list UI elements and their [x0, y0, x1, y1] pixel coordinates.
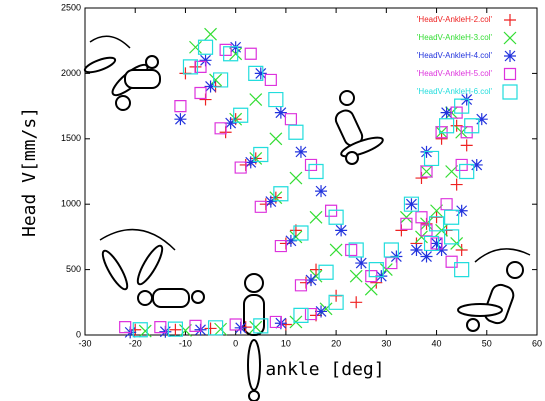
point — [195, 88, 206, 99]
point — [431, 237, 443, 249]
legend-marker — [504, 32, 516, 44]
point — [310, 211, 322, 223]
point — [169, 324, 181, 336]
point — [265, 74, 276, 85]
x-tick-label: 40 — [432, 338, 442, 348]
point — [189, 41, 201, 53]
legend-label: 'HeadV-AnkleH-4.col' — [417, 51, 493, 60]
point — [416, 212, 427, 223]
point — [421, 166, 433, 178]
x-tick-label: 30 — [381, 338, 391, 348]
point — [295, 280, 306, 291]
point — [175, 101, 186, 112]
y-tick-label: 1500 — [61, 133, 81, 143]
legend-marker — [503, 85, 517, 99]
x-tick-label: -20 — [129, 338, 142, 348]
point — [306, 309, 317, 320]
point — [441, 199, 452, 210]
point — [445, 210, 459, 224]
point — [250, 94, 262, 106]
point — [410, 244, 422, 256]
x-tick-label: 0 — [233, 338, 238, 348]
legend-marker — [505, 69, 516, 80]
point — [220, 44, 231, 55]
point — [285, 114, 296, 125]
page: {"chart_data": {"type": "scatter", "xlab… — [0, 0, 545, 401]
point — [436, 133, 448, 145]
y-tick-label: 2500 — [61, 2, 81, 12]
point — [446, 256, 457, 267]
point — [330, 244, 342, 256]
chart: Head V[mm/s] ankle [deg] -30 -20 -10 0 10 20 3… — [0, 0, 545, 401]
point — [319, 265, 333, 279]
y-tick-label: 500 — [66, 264, 81, 274]
point — [456, 244, 468, 256]
legend-label: 'HeadV-AnkleH-3.col' — [417, 33, 493, 42]
point — [174, 113, 186, 125]
point — [205, 322, 217, 334]
point — [270, 133, 282, 145]
point — [245, 48, 256, 59]
point — [255, 201, 266, 212]
point — [215, 323, 227, 335]
x-tick-label: 60 — [532, 338, 542, 348]
point — [386, 258, 397, 269]
point — [346, 244, 357, 255]
point — [400, 211, 412, 223]
point — [289, 125, 303, 139]
y-tick-label: 0 — [76, 329, 81, 339]
legend-label: 'HeadV-AnkleH-5.col' — [417, 69, 493, 78]
x-tick-label: -30 — [78, 338, 91, 348]
point — [275, 241, 286, 252]
point — [355, 257, 367, 269]
legend-marker — [504, 14, 516, 26]
point — [315, 185, 327, 197]
point — [205, 28, 217, 40]
y-tick-label: 1000 — [61, 199, 81, 209]
legend-label: 'HeadV-AnkleH-6.col' — [417, 87, 493, 96]
point — [295, 146, 307, 158]
point — [461, 139, 473, 151]
point — [290, 172, 302, 184]
point — [451, 179, 463, 191]
x-axis-label: ankle [deg] — [265, 359, 384, 380]
point — [350, 270, 362, 282]
point — [335, 224, 347, 236]
x-tick-label: 20 — [331, 338, 341, 348]
legend-label: 'HeadV-AnkleH-2.col' — [417, 15, 493, 24]
point — [365, 283, 377, 295]
legend-marker — [504, 50, 516, 62]
point — [269, 93, 283, 107]
x-tick-label: -10 — [179, 338, 192, 348]
x-tick-label: 50 — [482, 338, 492, 348]
x-tick-label: 10 — [281, 338, 291, 348]
point — [405, 198, 417, 210]
point — [235, 162, 246, 173]
point — [350, 296, 362, 308]
y-tick-label: 2000 — [61, 68, 81, 78]
point — [421, 251, 433, 263]
y-axis-label: Head V[mm/s] — [19, 107, 40, 237]
point — [401, 218, 412, 229]
